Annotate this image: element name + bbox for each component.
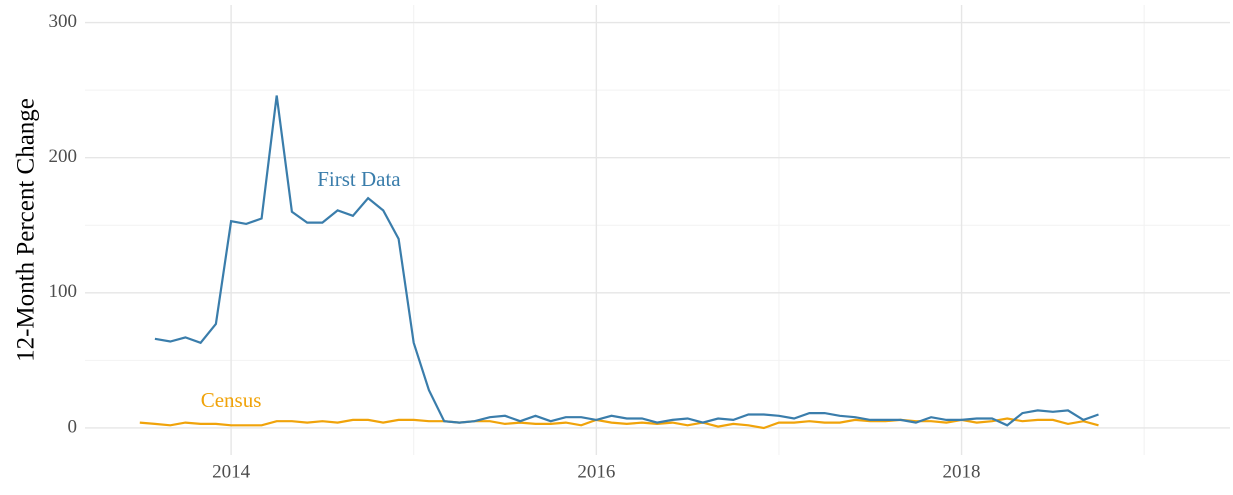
x-tick-label: 2016 xyxy=(577,461,615,482)
y-tick-label: 0 xyxy=(68,416,78,437)
y-axis-label: 12-Month Percent Change xyxy=(13,98,40,362)
y-tick-label: 300 xyxy=(49,11,78,32)
y-tick-label: 100 xyxy=(49,281,78,302)
series-label: Census xyxy=(201,388,262,412)
series-label: First Data xyxy=(317,167,401,191)
series-line xyxy=(154,95,1099,427)
y-tick-label: 200 xyxy=(49,146,78,167)
x-tick-label: 2018 xyxy=(943,461,981,482)
x-tick-label: 2014 xyxy=(212,461,251,482)
series-line xyxy=(139,417,1099,430)
